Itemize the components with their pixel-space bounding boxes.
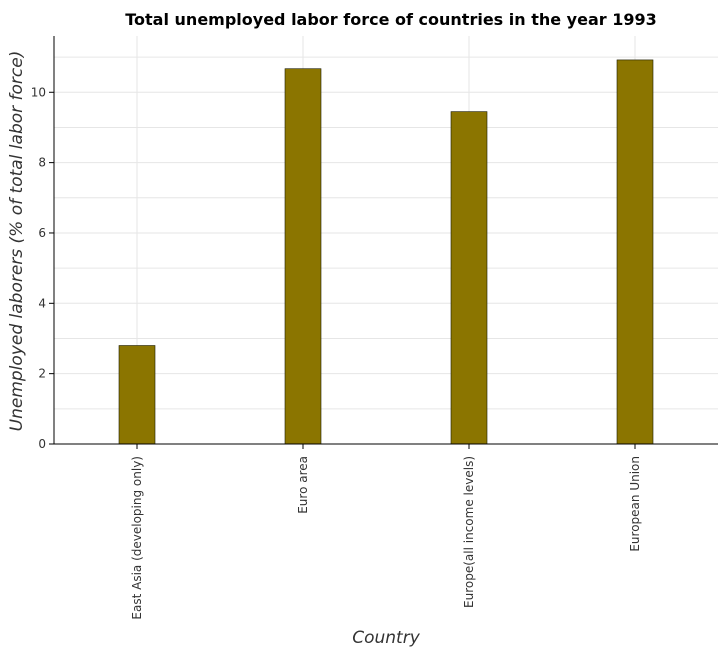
bar-euro-area: [284, 68, 322, 445]
chart-title: Total unemployed labor force of countrie…: [125, 10, 656, 29]
y-tick-label: 4: [38, 296, 46, 310]
bar-east-asia-developing-only: [118, 345, 156, 445]
x-tick-label: Euro area: [296, 456, 310, 514]
bar-europe-all-income-levels: [450, 111, 488, 445]
y-tick-label: 10: [31, 85, 46, 99]
axes-layer: [53, 36, 718, 445]
y-tick-label: 2: [38, 367, 46, 381]
x-tick-label: European Union: [628, 456, 642, 552]
x-tick-label: Europe(all income levels): [462, 456, 476, 608]
ticks-layer: 0 2 4 6 8 10 East Asia (developing only) Euro a…: [31, 85, 642, 619]
y-tick-label: 8: [38, 156, 46, 170]
y-tick-label: 0: [38, 437, 46, 451]
bar-european-union: [616, 59, 654, 445]
y-axis-label: Unemployed laborers (% of total labor fo…: [7, 51, 27, 432]
bars-layer: [118, 59, 654, 445]
x-tick-label: East Asia (developing only): [130, 456, 144, 620]
y-tick-label: 6: [38, 226, 46, 240]
x-axis-label: Country: [352, 628, 420, 648]
